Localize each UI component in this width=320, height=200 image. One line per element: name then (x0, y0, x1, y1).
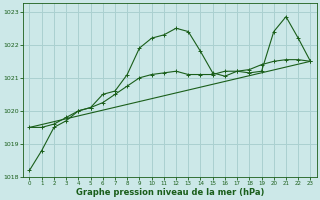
X-axis label: Graphe pression niveau de la mer (hPa): Graphe pression niveau de la mer (hPa) (76, 188, 264, 197)
